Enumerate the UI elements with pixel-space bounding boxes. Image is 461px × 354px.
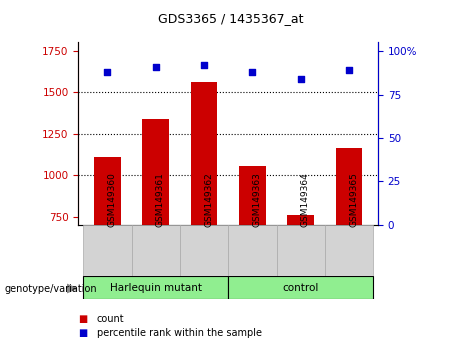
Bar [83, 276, 228, 299]
Text: genotype/variation: genotype/variation [5, 284, 97, 293]
Text: GDS3365 / 1435367_at: GDS3365 / 1435367_at [158, 12, 303, 25]
Bar [228, 225, 277, 276]
Text: ■: ■ [78, 314, 88, 324]
Point [201, 62, 208, 68]
Point [345, 67, 353, 73]
Bar [228, 276, 373, 299]
Bar [83, 225, 131, 276]
Text: GSM149362: GSM149362 [204, 173, 213, 227]
Point [248, 69, 256, 75]
Text: count: count [97, 314, 124, 324]
Point [152, 64, 160, 70]
Bar [131, 225, 180, 276]
Point [297, 76, 304, 82]
Bar [336, 148, 362, 225]
Text: ■: ■ [78, 328, 88, 338]
Bar [142, 119, 169, 225]
Bar [287, 215, 314, 225]
Text: GSM149365: GSM149365 [349, 172, 358, 227]
Text: percentile rank within the sample: percentile rank within the sample [97, 328, 262, 338]
Text: GSM149364: GSM149364 [301, 173, 310, 227]
Bar [180, 225, 228, 276]
Bar [325, 225, 373, 276]
Bar [277, 225, 325, 276]
Text: Harlequin mutant: Harlequin mutant [110, 282, 202, 293]
Text: control: control [283, 282, 319, 293]
Text: GSM149360: GSM149360 [107, 172, 116, 227]
Bar [191, 82, 217, 225]
Polygon shape [67, 284, 77, 293]
Bar [94, 157, 121, 225]
Text: GSM149361: GSM149361 [156, 172, 165, 227]
Point [104, 69, 111, 75]
Text: GSM149363: GSM149363 [252, 172, 261, 227]
Bar [239, 166, 266, 225]
